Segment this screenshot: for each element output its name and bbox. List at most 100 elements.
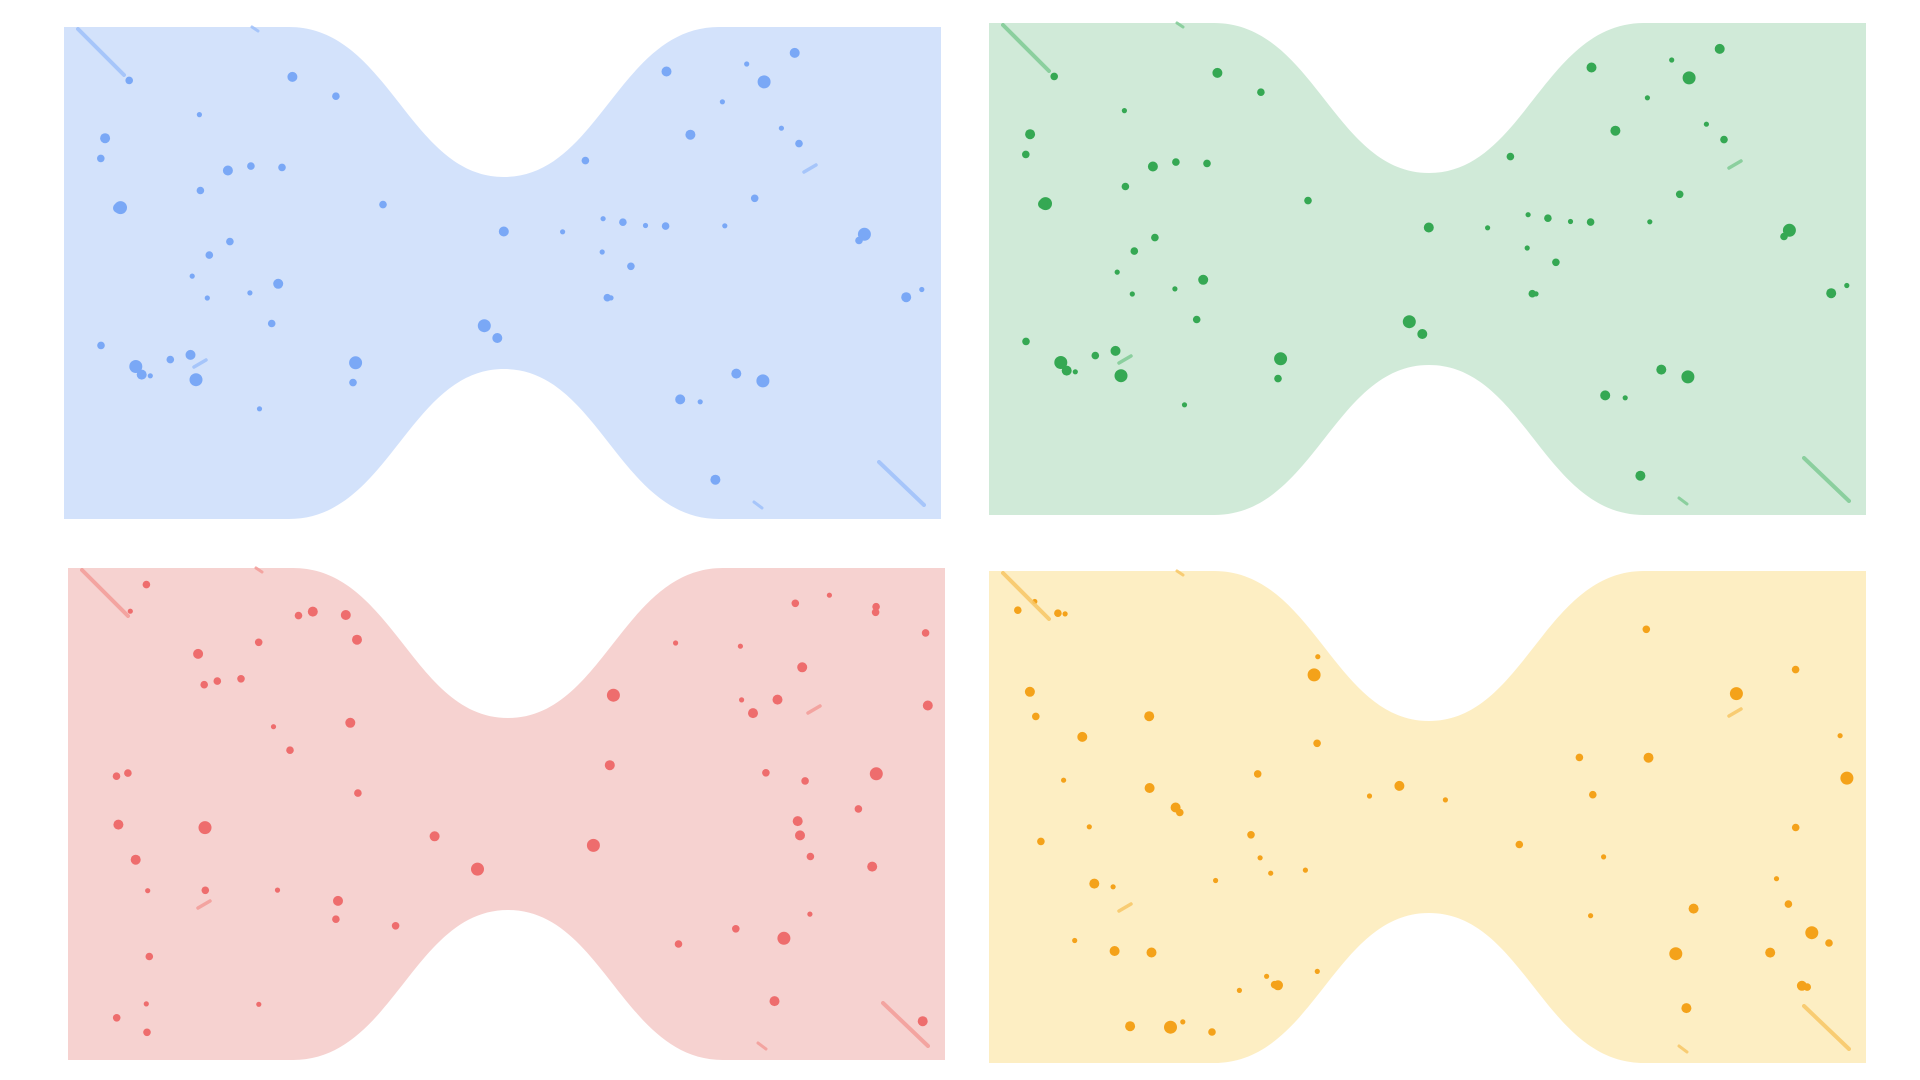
- speck-dot: [1024, 686, 1035, 697]
- speck-dot: [791, 599, 800, 608]
- speck-dot: [286, 746, 294, 754]
- speck-dot: [854, 805, 863, 813]
- speck-dot: [1782, 223, 1796, 237]
- speck-dot: [274, 887, 281, 893]
- speck-dot: [1643, 752, 1654, 763]
- speck-dot: [1264, 973, 1270, 979]
- speck-dot: [1302, 867, 1308, 873]
- speck-dot: [332, 92, 340, 100]
- speck-dot: [762, 769, 770, 777]
- speck-dot: [1247, 831, 1255, 839]
- speck-dot: [1642, 625, 1651, 634]
- speck-dot: [1208, 1028, 1216, 1036]
- speck-dot: [1109, 946, 1120, 956]
- speck-dot: [1114, 269, 1120, 275]
- speck-dot: [1062, 611, 1068, 617]
- speck-dot: [1784, 900, 1793, 908]
- speck-dot: [189, 373, 203, 387]
- speck-dot: [1588, 913, 1594, 919]
- streak-mark: [192, 358, 208, 369]
- panel-yellow: [989, 569, 1866, 1063]
- speck-dot: [826, 592, 833, 598]
- streak-mark: [1727, 159, 1743, 170]
- speck-dot: [1688, 903, 1699, 914]
- speck-dot: [1270, 980, 1279, 989]
- speck-dot: [143, 1001, 149, 1007]
- speck-dot: [1077, 731, 1088, 742]
- speck-dot: [1236, 987, 1242, 993]
- speck-dot: [1366, 793, 1373, 799]
- speck-dot: [1253, 770, 1262, 778]
- speck-dot: [100, 133, 111, 144]
- speck-dot: [750, 194, 759, 203]
- panel-green: [989, 21, 1866, 515]
- speck-dot: [143, 1028, 151, 1037]
- speck-dot: [731, 368, 742, 379]
- speck-dot: [1192, 315, 1201, 324]
- speck-dot: [354, 789, 362, 797]
- speck-dot: [205, 251, 214, 259]
- speck-dot: [1635, 470, 1646, 481]
- speck-dot: [113, 819, 124, 830]
- speck-dot: [136, 369, 147, 380]
- speck-dot: [1681, 370, 1695, 384]
- speck-dot: [1506, 152, 1515, 161]
- speck-dot: [806, 852, 815, 861]
- speck-dot: [1257, 88, 1265, 96]
- speck-dot: [352, 634, 362, 645]
- speck-dot: [748, 708, 758, 719]
- streak-mark: [1802, 1004, 1851, 1051]
- speck-dot: [267, 319, 276, 328]
- speck-dot: [278, 163, 286, 172]
- speck-dot: [1072, 369, 1078, 375]
- speck-dot: [1268, 870, 1274, 876]
- speck-dot: [604, 760, 615, 771]
- speck-dot: [586, 838, 600, 852]
- speck-dot: [1176, 808, 1184, 817]
- speck-dot: [193, 648, 204, 659]
- speck-dot: [603, 293, 612, 302]
- speck-dot: [270, 724, 277, 730]
- speck-dot: [189, 273, 195, 279]
- speck-dot: [125, 76, 133, 85]
- speck-dot: [1181, 402, 1188, 408]
- streak-mark: [756, 1041, 768, 1051]
- streak-mark: [1117, 902, 1133, 913]
- speck-dot: [1032, 712, 1040, 721]
- speck-dot: [1307, 668, 1321, 682]
- speck-dot: [1681, 1003, 1692, 1014]
- speck-dot: [1061, 777, 1067, 783]
- speck-dot: [921, 629, 930, 637]
- speck-dot: [1274, 374, 1282, 383]
- speck-dot: [204, 295, 210, 301]
- speck-dot: [710, 474, 721, 485]
- speck-dot: [795, 139, 803, 148]
- speck-dot: [1038, 199, 1048, 209]
- panel-red: [68, 566, 945, 1060]
- speck-dot: [1567, 218, 1574, 225]
- speck-dot: [1061, 365, 1072, 376]
- speck-dot: [273, 278, 284, 289]
- speck-dot: [872, 602, 880, 611]
- speck-dot: [1054, 356, 1068, 369]
- speck-dot: [1313, 739, 1321, 748]
- speck-dot: [1022, 150, 1030, 159]
- speck-dot: [673, 640, 679, 646]
- speck-dot: [129, 360, 143, 373]
- speck-dot: [1172, 158, 1180, 166]
- speck-dot: [1644, 95, 1650, 101]
- speck-dot: [498, 226, 509, 237]
- speck-dot: [492, 333, 503, 343]
- speck-dot: [97, 154, 105, 163]
- streak-mark: [1175, 569, 1185, 577]
- speck-dot: [256, 406, 263, 412]
- speck-dot: [1144, 711, 1155, 722]
- speck-dot: [1423, 222, 1434, 233]
- speck-dot: [772, 694, 783, 705]
- speck-dot: [697, 399, 703, 405]
- speck-dot: [196, 112, 202, 118]
- speck-dot: [1586, 62, 1597, 73]
- speck-dot: [1765, 947, 1776, 958]
- speck-dot: [1151, 233, 1159, 242]
